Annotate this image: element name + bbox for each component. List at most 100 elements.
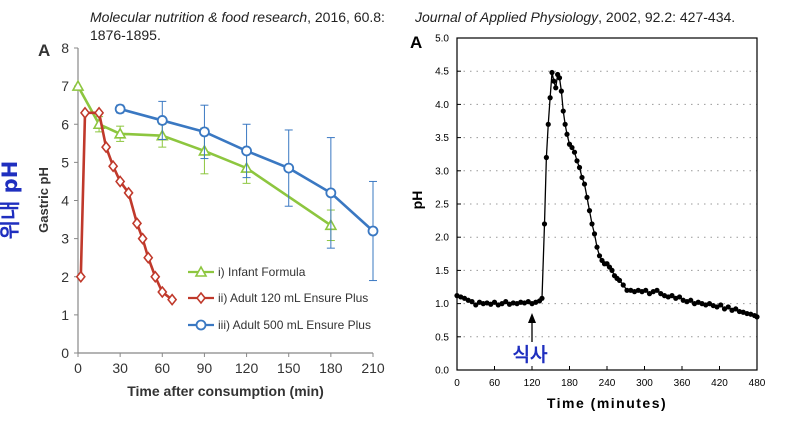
left-legend-label: ii) Adult 120 mL Ensure Plus bbox=[218, 291, 368, 305]
right-x-tick-label: 0 bbox=[454, 378, 460, 389]
left-y-tick-label: 5 bbox=[61, 154, 69, 170]
right-data-point bbox=[574, 158, 580, 164]
right-data-point bbox=[564, 131, 570, 137]
left-data-point bbox=[283, 162, 295, 174]
right-data-point bbox=[596, 253, 603, 259]
right-x-tick-label: 360 bbox=[674, 378, 691, 389]
right-data-point bbox=[676, 294, 683, 300]
right-data-point bbox=[491, 299, 498, 305]
left-x-tick-label: 90 bbox=[197, 360, 213, 376]
right-y-tick-label: 1.0 bbox=[435, 299, 449, 310]
right-y-axis-title: pH bbox=[409, 191, 425, 210]
left-series-line bbox=[79, 111, 173, 301]
left-y-tick-label: 0 bbox=[61, 345, 69, 361]
citation-right-rest: , 2002, 92.2: 427-434. bbox=[598, 9, 736, 25]
left-data-point bbox=[167, 293, 178, 306]
left-legend-item: ii) Adult 120 mL Ensure Plus bbox=[188, 291, 368, 305]
left-data-point bbox=[131, 217, 143, 230]
right-data-point bbox=[669, 293, 675, 299]
left-data-point bbox=[150, 270, 161, 284]
right-y-tick-label: 4.0 bbox=[435, 100, 449, 111]
right-y-tick-label: 2.5 bbox=[435, 200, 449, 211]
meal-arrow-head bbox=[528, 313, 536, 323]
right-data-point bbox=[579, 174, 585, 181]
right-x-tick-label: 240 bbox=[599, 378, 616, 389]
korean-meal-label: 식사 bbox=[513, 344, 548, 366]
left-data-point bbox=[137, 232, 148, 245]
left-data-point bbox=[367, 225, 379, 237]
left-data-point bbox=[156, 115, 168, 126]
right-data-point bbox=[754, 314, 760, 320]
citation-right: Journal of Applied Physiology, 2002, 92.… bbox=[415, 8, 800, 26]
left-data-point bbox=[199, 126, 210, 138]
right-y-tick-label: 2.0 bbox=[435, 233, 449, 244]
citation-left: Molecular nutrition & food research, 201… bbox=[90, 8, 390, 44]
right-data-point bbox=[620, 282, 626, 288]
right-y-tick-label: 1.5 bbox=[435, 266, 449, 277]
right-data-point bbox=[725, 304, 731, 310]
right-data-point bbox=[547, 95, 553, 101]
right-data-point bbox=[543, 154, 549, 161]
left-legend-label: i) Infant Formula bbox=[218, 265, 306, 279]
right-data-point bbox=[733, 306, 739, 312]
right-data-point bbox=[545, 121, 551, 127]
left-x-tick-label: 0 bbox=[74, 360, 82, 376]
left-data-point bbox=[71, 79, 85, 91]
left-panel-label: A bbox=[38, 41, 50, 60]
left-data-point bbox=[108, 159, 119, 173]
right-data-point bbox=[654, 287, 660, 293]
citation-left-journal: Molecular nutrition & food research bbox=[90, 9, 308, 25]
right-data-point bbox=[473, 302, 479, 308]
right-chart: 0.0 0.5 1.0 1.5 2.0 2.5 3.0 3.5 4.0 4.5 5.0 0 60 120 1… bbox=[409, 33, 766, 411]
korean-stomach-ph-label: 위내 pH bbox=[0, 161, 22, 240]
right-data-point bbox=[551, 78, 557, 84]
right-data-point bbox=[469, 299, 475, 305]
right-data-point bbox=[609, 267, 615, 273]
right-data-point bbox=[589, 221, 595, 227]
right-panel-label: A bbox=[410, 33, 422, 52]
left-y-tick-label: 3 bbox=[61, 231, 69, 247]
left-data-point bbox=[101, 140, 112, 154]
right-data-point bbox=[586, 208, 593, 214]
right-data-point bbox=[688, 297, 694, 303]
left-x-tick-label: 120 bbox=[235, 360, 259, 376]
right-data-point bbox=[581, 181, 588, 187]
left-y-tick-label: 8 bbox=[61, 40, 69, 56]
left-data-point bbox=[123, 186, 134, 200]
left-x-tick-label: 210 bbox=[361, 360, 385, 376]
left-legend-label: iii) Adult 500 mL Ensure Plus bbox=[218, 318, 371, 332]
right-data-point bbox=[571, 149, 578, 155]
left-y-tick-label: 6 bbox=[61, 116, 69, 132]
left-x-tick-label: 150 bbox=[277, 360, 301, 376]
right-data-point bbox=[643, 287, 649, 293]
left-legend-marker bbox=[195, 291, 207, 305]
left-data-point bbox=[114, 103, 126, 115]
left-legend-item: i) Infant Formula bbox=[188, 265, 306, 279]
right-data-point bbox=[560, 108, 566, 114]
right-series bbox=[454, 69, 760, 320]
left-data-point bbox=[115, 175, 126, 188]
right-data-point bbox=[624, 287, 630, 293]
left-legend-marker bbox=[194, 265, 208, 277]
left-y-tick-label: 2 bbox=[61, 269, 69, 285]
right-x-tick-label: 60 bbox=[489, 378, 501, 389]
left-legend-marker bbox=[195, 319, 207, 331]
right-x-tick-label: 420 bbox=[711, 378, 728, 389]
left-chart: 0 1 2 3 4 5 6 7 8 0 30 60 90 120 150 180 210 A Time after … bbox=[36, 40, 385, 399]
right-data-point bbox=[569, 144, 575, 151]
left-y-axis-title: Gastric pH bbox=[36, 167, 51, 233]
left-data-point bbox=[79, 106, 91, 120]
left-data-point bbox=[143, 251, 154, 264]
right-data-point bbox=[591, 231, 598, 237]
left-data-point bbox=[241, 145, 252, 157]
left-data-point bbox=[75, 270, 86, 284]
left-data-point bbox=[113, 127, 127, 139]
left-y-tick-label: 1 bbox=[61, 307, 69, 323]
left-data-point bbox=[94, 106, 105, 120]
right-data-point bbox=[594, 244, 600, 250]
left-series-3 bbox=[114, 100, 379, 282]
left-y-tick-label: 7 bbox=[61, 78, 69, 94]
citation-left-rest: , 2016, 60.8: 1876-1895. bbox=[90, 9, 385, 43]
right-x-tick-label: 120 bbox=[524, 378, 541, 389]
